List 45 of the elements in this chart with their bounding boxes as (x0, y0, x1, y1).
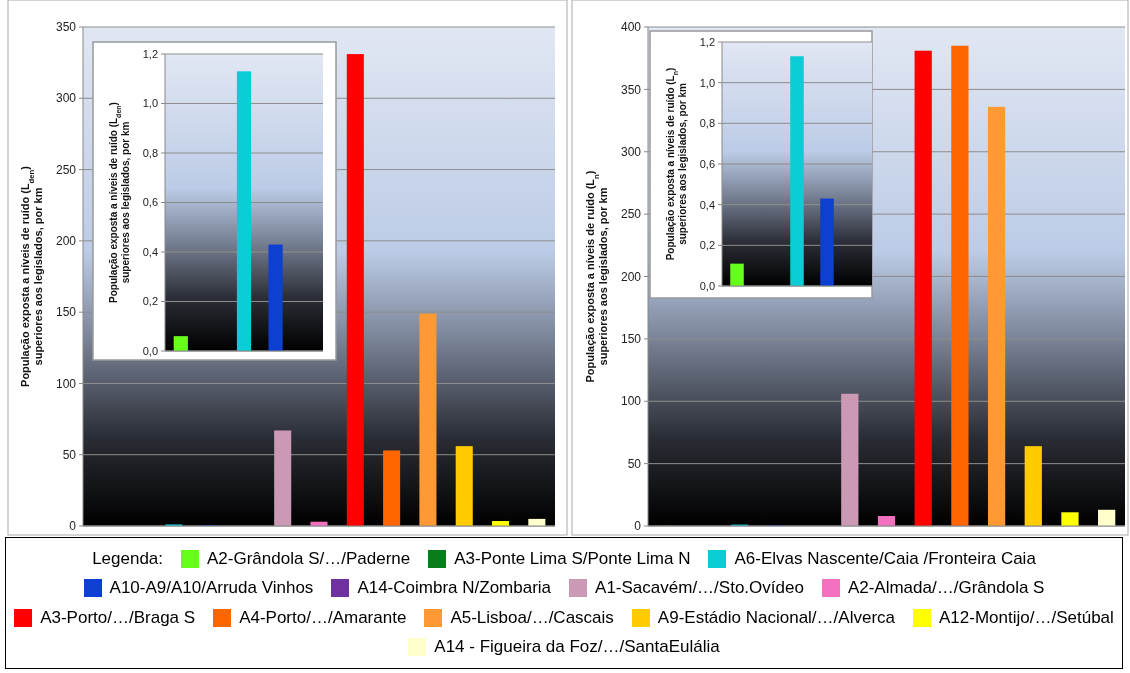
y-tick-label: 100 (55, 376, 77, 391)
y-tick-label: 0,4 (699, 198, 715, 211)
y-tick-label: 50 (62, 447, 77, 462)
y-tick-label: 0,8 (142, 146, 158, 159)
y-tick-label: 0,2 (142, 295, 158, 308)
y-tick-label: 0,0 (142, 344, 158, 357)
y-tick-label: 1,2 (142, 47, 158, 60)
y-tick-label: 0,2 (699, 239, 715, 252)
y-tick-label: 0 (69, 519, 77, 534)
y-tick-label: 1,0 (699, 76, 715, 89)
y-tick-label: 0,6 (699, 157, 715, 170)
y-tick-label: 0,8 (699, 117, 715, 130)
legend-label: A6-Elvas Nascente/Caia /Fronteira Caia (734, 549, 1036, 570)
y-tick-label: 300 (55, 91, 77, 106)
y-tick-label: 1,0 (142, 97, 158, 110)
legend-label: A9-Estádio Nacional/…/Alverca (657, 607, 896, 628)
y-tick-label: 400 (620, 20, 642, 35)
y-tick-label: 1,2 (699, 35, 715, 48)
legend-label: A3-Ponte Lima S/Ponte Lima N (454, 549, 691, 570)
y-tick-label: 50 (627, 456, 642, 471)
legend-label: A12-Montijo/…/Setúbal (939, 607, 1114, 628)
legend-title: Legenda: (92, 549, 164, 570)
y-tick-label: 150 (55, 305, 77, 320)
y-tick-label: 0,4 (142, 245, 158, 258)
legend-label: A2-Grândola S/…/Paderne (207, 549, 411, 570)
legend-label: A1-Sacavém/…/Sto.Ovídeo (595, 578, 804, 599)
y-tick-label: 0,0 (699, 279, 715, 292)
legend-label: A14-Coimbra N/Zombaria (357, 578, 552, 599)
legend-label: A10-A9/A10/Arruda Vinhos (109, 578, 314, 599)
y-tick-label: 0 (634, 519, 642, 534)
legend-label: A4-Porto/…/Amarante (239, 607, 407, 628)
y-tick-label: 250 (55, 162, 77, 177)
legend-label: A3-Porto/…/Braga S (40, 607, 196, 628)
y-tick-label: 0,6 (142, 196, 158, 209)
y-tick-label: 300 (620, 144, 642, 159)
y-tick-label: 350 (55, 20, 77, 35)
y-tick-label: 200 (55, 234, 77, 249)
legend-label: A14 - Figueira da Foz/…/SantaEulália (434, 636, 720, 657)
y-tick-label: 350 (620, 82, 642, 97)
y-tick-label: 100 (620, 394, 642, 409)
y-tick-label: 150 (620, 332, 642, 347)
y-tick-label: 250 (620, 207, 642, 222)
legend-label: A2-Almada/…/Grândola S (847, 578, 1045, 599)
y-tick-label: 200 (620, 269, 642, 284)
legend-label: A5-Lisboa/…/Cascais (450, 607, 614, 628)
